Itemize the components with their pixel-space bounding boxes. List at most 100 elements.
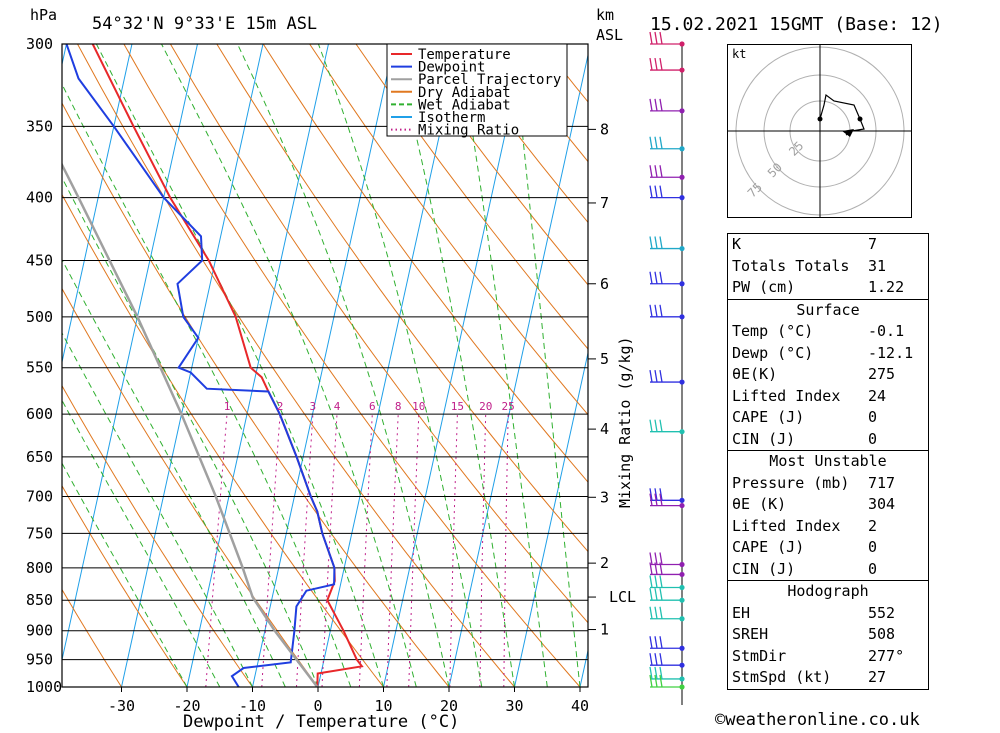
- index-value: 1.22: [868, 278, 905, 296]
- wet-adiabat-line: [62, 258, 286, 687]
- isotherm-line: [186, 44, 329, 687]
- most-unstable-value: 0: [868, 538, 878, 556]
- surface-row: CAPE (J) 0: [728, 407, 928, 429]
- dry-adiabat-line: [62, 102, 450, 687]
- mixing-ratio-axis-label: Mixing Ratio (g/kg): [616, 336, 634, 508]
- surface-row: CIN (J) 0: [728, 429, 928, 451]
- surface-title: Surface: [796, 300, 860, 319]
- km-tick-label: 3: [600, 488, 609, 506]
- pressure-tick-label: 450: [26, 252, 53, 270]
- pressure-tick-label: 750: [26, 524, 53, 542]
- km-tick-label: 2: [600, 554, 609, 572]
- pressure-tick-label: 350: [26, 117, 53, 135]
- surface-value: 0: [868, 429, 878, 448]
- wet-adiabat-line: [161, 44, 417, 687]
- surface-row: Lifted Index 24: [728, 386, 928, 408]
- hodograph-section: Hodograph EH 552 SREH 508 StmDir 277° StmSpd (…: [728, 580, 928, 689]
- hodograph-plot: kt 25 50 75: [728, 45, 911, 217]
- most-unstable-row: CIN (J) 0: [728, 559, 928, 581]
- hodograph-index-label: StmSpd (kt): [732, 668, 832, 686]
- most-unstable-label: θE (K): [732, 495, 787, 513]
- mixing-ratio-label: 20: [479, 400, 492, 413]
- mixing-ratio-line: [503, 414, 509, 687]
- most-unstable-label: CIN (J): [732, 559, 796, 578]
- most-unstable-title: Most Unstable: [769, 452, 887, 470]
- mixing-ratio-label: 25: [502, 400, 515, 413]
- legend-label: Dry Adiabat: [418, 85, 511, 101]
- mixing-ratio-label: 3: [310, 400, 317, 413]
- wind-barb: [649, 271, 685, 287]
- hodograph-marker: [857, 116, 863, 122]
- surface-value: -0.1: [868, 322, 905, 340]
- x-tick-label: 10: [374, 697, 392, 715]
- most-unstable-value: 2: [868, 516, 878, 535]
- height-unit-asl: ASL: [596, 26, 623, 44]
- isotherm-line: [514, 350, 588, 687]
- km-tick-label: 1: [600, 621, 609, 639]
- surface-value: -12.1: [868, 343, 914, 362]
- legend-box: [386, 43, 568, 137]
- pressure-tick-label: 500: [26, 308, 53, 326]
- hodograph-index-label: StmDir: [732, 646, 787, 665]
- most-unstable-value: 304: [868, 495, 896, 513]
- x-tick-label: -10: [239, 697, 266, 715]
- wind-barb: [649, 606, 685, 622]
- surface-label: θE(K): [732, 365, 778, 383]
- wet-adiabat-line: [62, 462, 188, 687]
- surface-section: Surface Temp (°C) -0.1 Dewp (°C) -12.1 θE(K)…: [728, 298, 928, 451]
- km-tick-label: 7: [600, 194, 609, 212]
- most-unstable-row: Pressure (mb) 717: [728, 473, 928, 495]
- pressure-tick-label: 550: [26, 359, 53, 377]
- wind-barb: [649, 636, 685, 651]
- surface-label: Dewp (°C): [732, 343, 814, 362]
- mixing-ratio-label: 4: [334, 400, 341, 413]
- wind-barb: [649, 488, 685, 503]
- dry-adiabat-line: [448, 44, 588, 224]
- x-tick-label: 30: [505, 697, 523, 715]
- x-tick-label: 0: [313, 697, 322, 715]
- most-unstable-value: 717: [868, 473, 896, 492]
- km-tick-label: 6: [600, 275, 609, 293]
- hodograph-trace: [819, 93, 865, 136]
- index-label: K: [732, 235, 742, 253]
- mixing-ratio-label: 15: [451, 400, 464, 413]
- dry-adiabat-line: [216, 44, 588, 553]
- mixing-ratio-line: [386, 414, 399, 687]
- dry-adiabat-line: [62, 484, 188, 687]
- pressure-tick-label: 850: [26, 591, 53, 609]
- mixing-ratio-line: [449, 414, 458, 687]
- km-tick-label: 8: [600, 120, 609, 138]
- wind-barb: [649, 185, 685, 201]
- mixing-ratio-label: 1: [224, 400, 231, 413]
- wind-barb: [649, 369, 685, 385]
- km-tick-label: LCL: [609, 588, 636, 606]
- wind-barb: [649, 493, 685, 509]
- footer-credit: ©weatheronline.co.uk: [715, 710, 920, 730]
- pressure-tick-label: 900: [26, 622, 53, 640]
- surface-row: Dewp (°C) -12.1: [728, 343, 928, 365]
- wind-barb: [649, 562, 685, 578]
- most-unstable-section: Most Unstable Pressure (mb) 717 θE (K) 304 L…: [728, 450, 928, 580]
- surface-row: Temp (°C) -0.1: [728, 321, 928, 343]
- hodograph-ring-label-75: 75: [745, 180, 765, 200]
- indices-panel: K 7 Totals Totals 31 PW (cm) 1.22 Surface Tem…: [727, 233, 929, 690]
- surface-label: CIN (J): [732, 429, 796, 448]
- hodograph-title: Hodograph: [787, 582, 869, 600]
- x-axis-label: Dewpoint / Temperature (°C): [183, 712, 459, 732]
- hodograph-index-value: 508: [868, 625, 896, 643]
- x-tick-label: 40: [571, 697, 589, 715]
- mixing-ratio-line: [358, 414, 373, 687]
- index-row: Totals Totals 31: [728, 256, 928, 278]
- isotherm-line: [383, 44, 526, 687]
- index-label: PW (cm): [732, 278, 796, 296]
- storm-motion-marker: [842, 129, 854, 137]
- surface-label: CAPE (J): [732, 408, 805, 426]
- dry-adiabat-line: [402, 44, 588, 286]
- most-unstable-value: 0: [868, 559, 878, 578]
- mixing-ratio-label: 6: [369, 400, 376, 413]
- mixing-ratio-label: 2: [277, 400, 284, 413]
- mixing-ratio-line: [205, 414, 228, 687]
